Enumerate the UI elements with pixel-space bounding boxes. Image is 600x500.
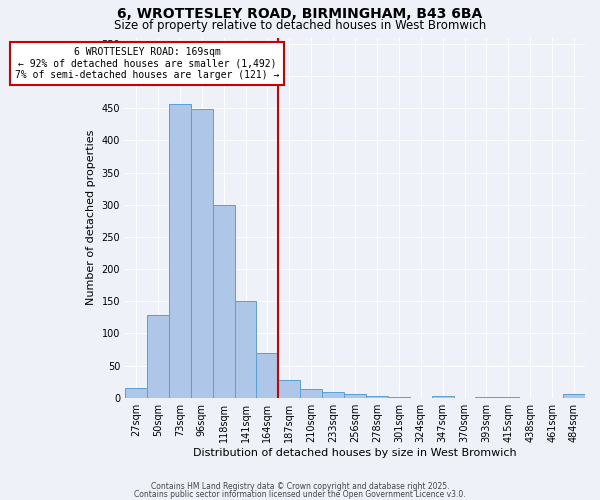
Bar xyxy=(563,394,585,398)
Bar xyxy=(300,390,322,398)
Text: Contains public sector information licensed under the Open Government Licence v3: Contains public sector information licen… xyxy=(134,490,466,499)
Bar xyxy=(322,392,344,398)
Bar xyxy=(278,380,300,398)
Text: Size of property relative to detached houses in West Bromwich: Size of property relative to detached ho… xyxy=(114,18,486,32)
Text: Contains HM Land Registry data © Crown copyright and database right 2025.: Contains HM Land Registry data © Crown c… xyxy=(151,482,449,491)
Bar xyxy=(344,394,366,398)
Bar xyxy=(169,104,191,398)
Y-axis label: Number of detached properties: Number of detached properties xyxy=(86,130,96,306)
Bar xyxy=(191,109,212,398)
Bar xyxy=(212,204,235,398)
Bar xyxy=(388,397,410,398)
Bar xyxy=(235,301,256,398)
Bar xyxy=(366,396,388,398)
X-axis label: Distribution of detached houses by size in West Bromwich: Distribution of detached houses by size … xyxy=(193,448,517,458)
Bar xyxy=(125,388,147,398)
Bar xyxy=(147,316,169,398)
Bar xyxy=(497,397,519,398)
Bar xyxy=(475,397,497,398)
Bar xyxy=(256,352,278,398)
Bar xyxy=(431,396,454,398)
Text: 6, WROTTESLEY ROAD, BIRMINGHAM, B43 6BA: 6, WROTTESLEY ROAD, BIRMINGHAM, B43 6BA xyxy=(118,8,482,22)
Text: 6 WROTTESLEY ROAD: 169sqm
← 92% of detached houses are smaller (1,492)
7% of sem: 6 WROTTESLEY ROAD: 169sqm ← 92% of detac… xyxy=(15,47,279,80)
